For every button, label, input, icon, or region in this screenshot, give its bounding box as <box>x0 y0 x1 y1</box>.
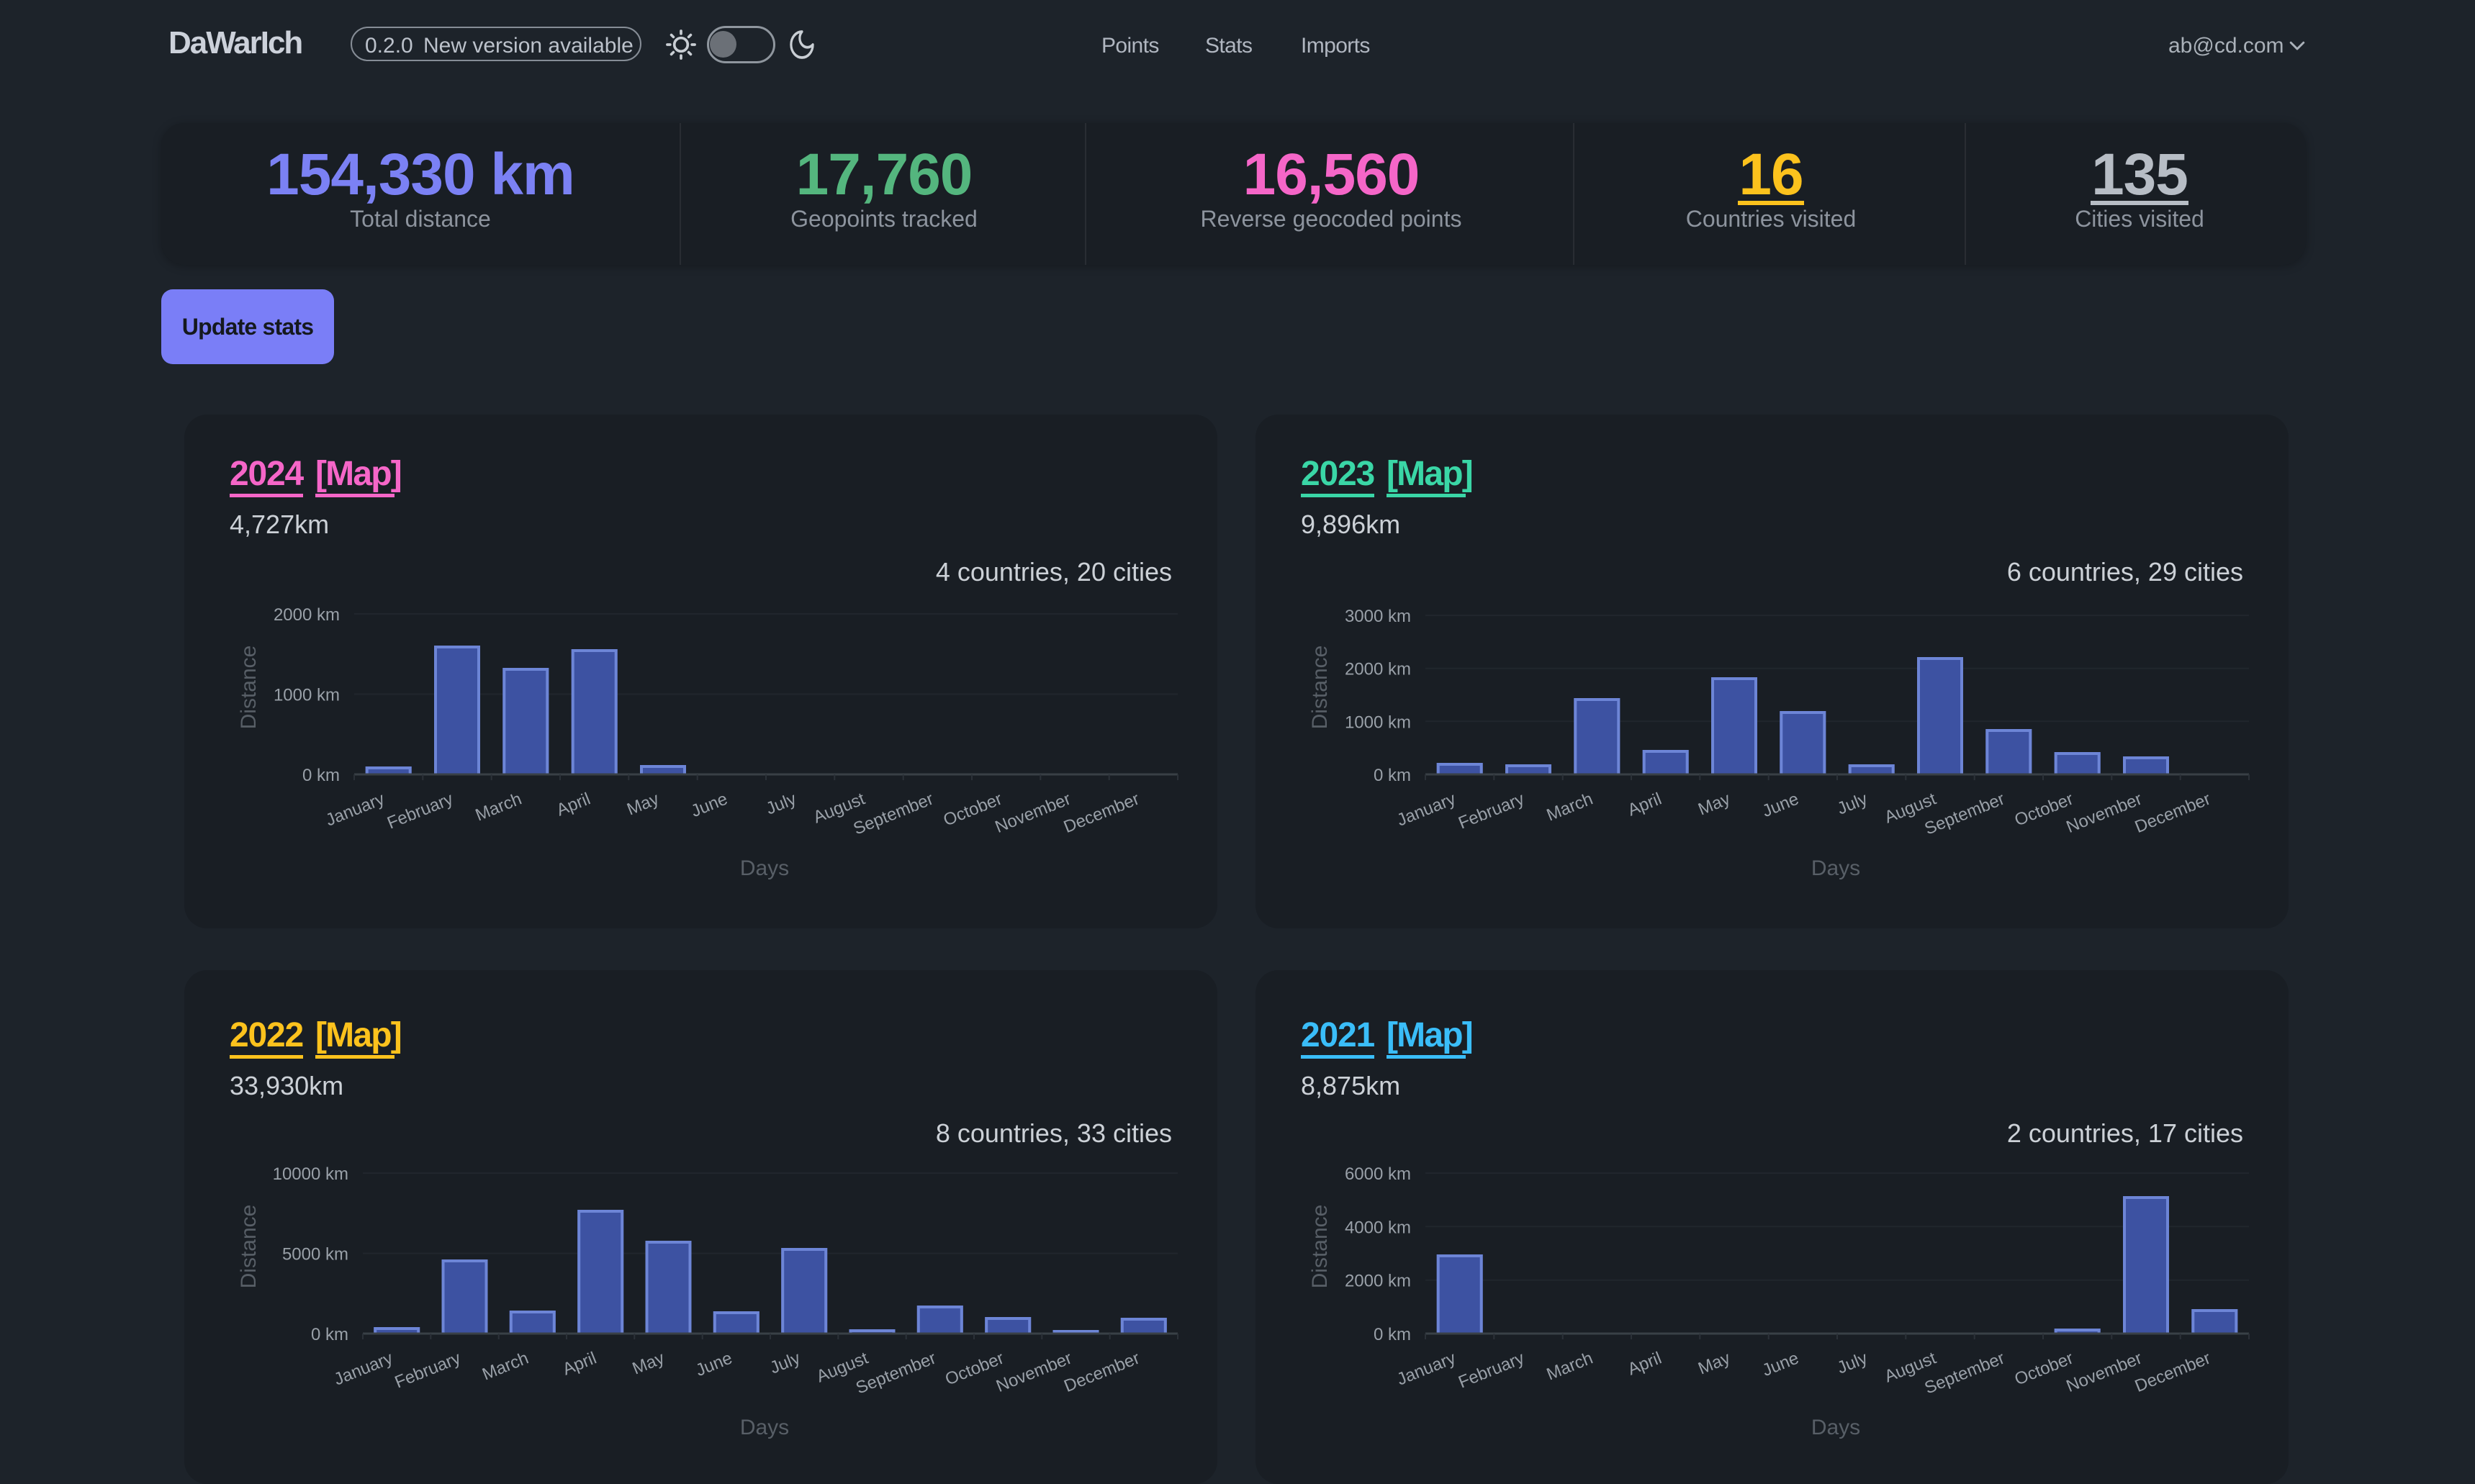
svg-text:April: April <box>554 789 593 820</box>
svg-text:July: July <box>1834 789 1870 819</box>
svg-text:1000 km: 1000 km <box>274 686 340 705</box>
svg-text:0 km: 0 km <box>1374 1325 1411 1344</box>
svg-text:November: November <box>992 789 1073 838</box>
svg-text:April: April <box>1625 789 1664 820</box>
svg-text:Distance: Distance <box>237 646 261 730</box>
svg-text:2000 km: 2000 km <box>1345 660 1411 679</box>
svg-text:March: March <box>479 1349 531 1385</box>
svg-text:6000 km: 6000 km <box>1345 1164 1411 1184</box>
svg-text:April: April <box>560 1349 600 1380</box>
svg-text:December: December <box>1061 789 1142 838</box>
svg-text:May: May <box>1695 789 1733 820</box>
svg-text:December: December <box>1061 1349 1142 1397</box>
svg-text:March: March <box>1544 789 1596 825</box>
svg-text:Days: Days <box>1811 1416 1860 1439</box>
svg-text:0 km: 0 km <box>302 766 340 785</box>
svg-text:November: November <box>2063 1349 2145 1397</box>
svg-text:Days: Days <box>740 856 789 880</box>
svg-text:January: January <box>331 1349 395 1390</box>
svg-text:February: February <box>384 789 456 833</box>
svg-text:July: July <box>763 789 799 819</box>
svg-text:Days: Days <box>740 1416 789 1439</box>
svg-text:1000 km: 1000 km <box>1345 712 1411 732</box>
svg-text:May: May <box>630 1349 667 1379</box>
svg-text:January: January <box>1394 1349 1459 1390</box>
svg-text:March: March <box>473 789 525 825</box>
svg-text:June: June <box>688 789 730 822</box>
svg-text:June: June <box>1759 789 1801 822</box>
svg-text:Distance: Distance <box>1308 646 1332 730</box>
svg-text:0 km: 0 km <box>1374 766 1411 785</box>
svg-text:February: February <box>1456 789 1527 833</box>
svg-text:4000 km: 4000 km <box>1345 1218 1411 1237</box>
svg-text:November: November <box>993 1349 1075 1397</box>
svg-text:July: July <box>767 1349 803 1378</box>
svg-text:February: February <box>392 1349 464 1393</box>
svg-text:Distance: Distance <box>1308 1205 1332 1289</box>
svg-text:May: May <box>1695 1349 1733 1379</box>
svg-text:December: December <box>2132 1349 2214 1397</box>
svg-text:July: July <box>1834 1349 1870 1378</box>
svg-text:June: June <box>693 1349 735 1381</box>
svg-text:September: September <box>1922 789 2008 839</box>
svg-text:December: December <box>2132 789 2214 838</box>
svg-text:Days: Days <box>1811 856 1860 880</box>
svg-text:10000 km: 10000 km <box>273 1164 348 1184</box>
svg-text:2000 km: 2000 km <box>274 605 340 625</box>
svg-text:0 km: 0 km <box>311 1325 348 1344</box>
svg-text:January: January <box>1394 789 1459 831</box>
svg-text:January: January <box>323 789 387 831</box>
svg-text:3000 km: 3000 km <box>1345 607 1411 626</box>
svg-text:September: September <box>1922 1349 2008 1398</box>
svg-text:April: April <box>1625 1349 1664 1380</box>
svg-text:November: November <box>2063 789 2145 838</box>
svg-text:February: February <box>1456 1349 1527 1393</box>
svg-text:5000 km: 5000 km <box>282 1245 348 1264</box>
svg-text:2000 km: 2000 km <box>1345 1272 1411 1291</box>
svg-text:Distance: Distance <box>237 1205 261 1289</box>
svg-text:March: March <box>1544 1349 1596 1385</box>
svg-text:May: May <box>624 789 662 820</box>
svg-text:June: June <box>1759 1349 1801 1381</box>
svg-text:September: September <box>851 789 937 839</box>
